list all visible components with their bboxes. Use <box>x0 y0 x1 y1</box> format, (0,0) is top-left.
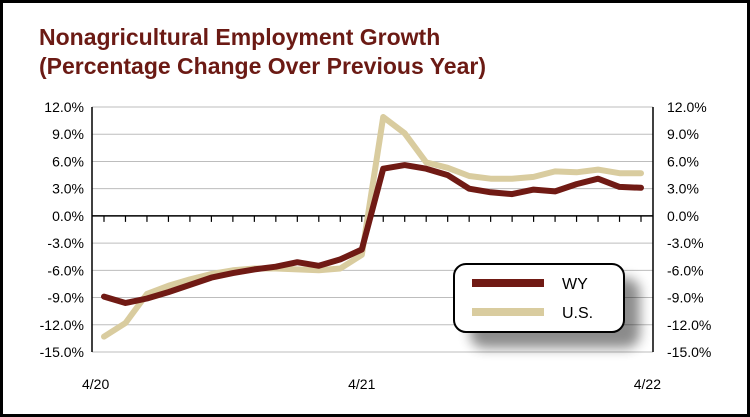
x-tick-label: 4/22 <box>634 376 661 392</box>
y-tick-label-left: -15.0% <box>40 344 84 360</box>
series-lines <box>101 114 644 340</box>
y-tick-label-left: -9.0% <box>47 290 84 306</box>
series-line-wy <box>101 162 644 306</box>
legend-box <box>453 263 625 333</box>
y-tick-label-left: 6.0% <box>52 153 84 169</box>
axes: 12.0% 9.0% 6.0% 3.0% 0.0% -3.0% -6.0% -9.0% -12.… <box>40 99 712 392</box>
y-tick-label-right: -12.0% <box>667 317 711 333</box>
y-tick-label-left: 9.0% <box>52 126 84 142</box>
y-tick-label-right: -9.0% <box>667 290 704 306</box>
y-tick-label-left: -12.0% <box>40 317 84 333</box>
y-tick-label-right: 9.0% <box>667 126 699 142</box>
y-tick-label-left: -3.0% <box>47 235 84 251</box>
y-tick-label-right: 0.0% <box>667 208 699 224</box>
y-tick-label-right: -6.0% <box>667 262 704 278</box>
y-tick-label-right: 6.0% <box>667 153 699 169</box>
y-tick-label-right: 3.0% <box>667 181 699 197</box>
y-tick-label-left: -6.0% <box>47 262 84 278</box>
y-tick-label-right: 12.0% <box>667 99 707 115</box>
y-tick-label-right: -3.0% <box>667 235 704 251</box>
chart-title: Nonagricultural Employment Growth (Perce… <box>39 24 486 79</box>
legend-label-wy: WY <box>562 276 588 293</box>
series-line-us <box>101 114 644 340</box>
x-tick-label: 4/20 <box>82 376 109 392</box>
y-tick-label-left: 3.0% <box>52 181 84 197</box>
legend-label-us: U.S. <box>562 305 593 322</box>
y-tick-label-left: 12.0% <box>44 99 84 115</box>
legend: WY U.S. <box>453 263 640 348</box>
y-tick-label-left: 0.0% <box>52 208 84 224</box>
y-tick-label-right: -15.0% <box>667 344 711 360</box>
x-tick-label: 4/21 <box>348 376 375 392</box>
